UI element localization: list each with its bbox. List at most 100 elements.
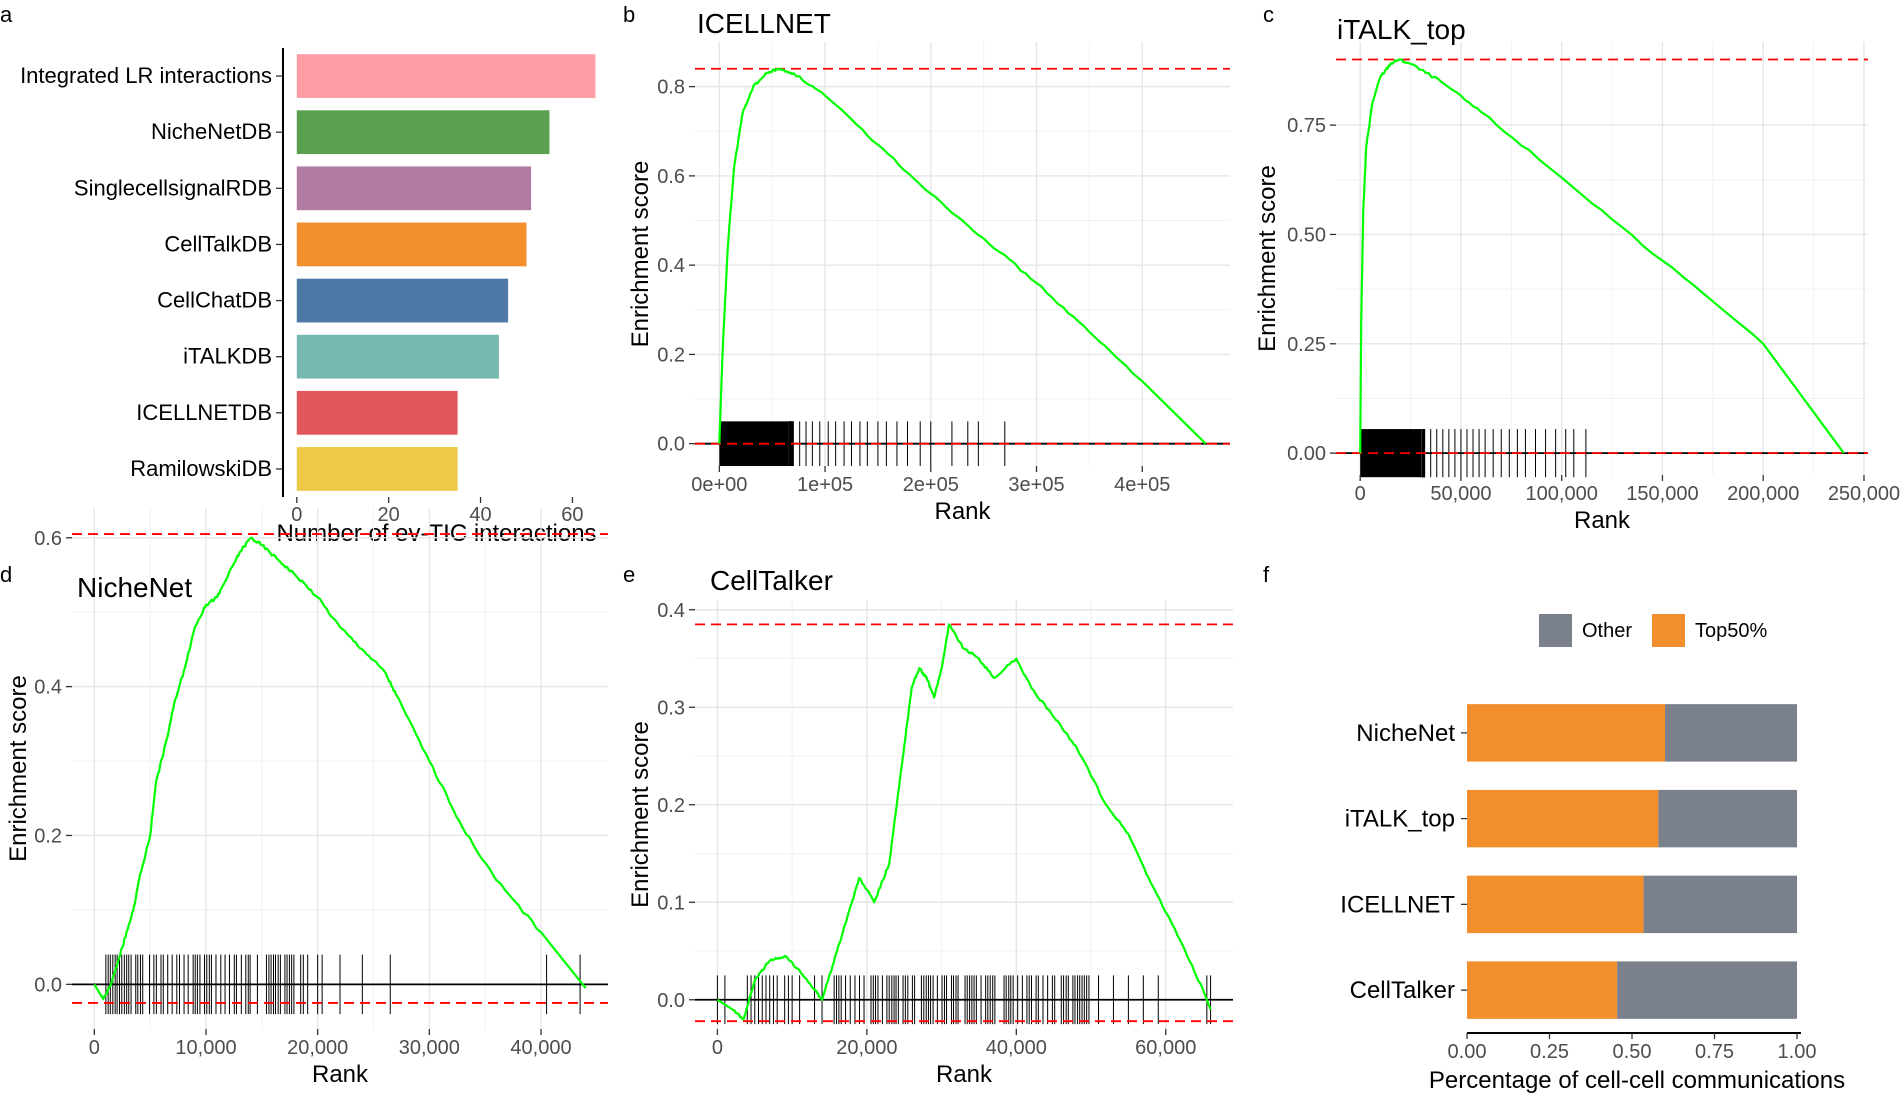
y-tick-label-4: 0.4 <box>657 600 685 622</box>
x-tick-label-2: 0.50 <box>1613 1041 1652 1063</box>
y-axis-title: Enrichment score <box>627 161 654 348</box>
x-tick-label-2: 20,000 <box>287 1037 348 1059</box>
y-axis-title: Enrichment score <box>627 721 654 908</box>
enrichment-curve <box>718 67 1207 445</box>
y-tick-label-0: 0.0 <box>657 434 685 456</box>
bar-2 <box>296 166 532 211</box>
category-label-1: iTALK_top <box>1345 806 1455 833</box>
y-tick-label-2: 0.2 <box>657 795 685 817</box>
x-axis-title: Percentage of cell-cell communications <box>1429 1067 1845 1094</box>
bar-other-1 <box>1658 789 1797 848</box>
bar-6 <box>296 390 458 435</box>
x-tick-label-3: 0.75 <box>1695 1041 1734 1063</box>
x-tick-label-2: 2e+05 <box>903 474 959 496</box>
bar-3 <box>296 222 527 267</box>
bar-top50-1 <box>1467 789 1659 848</box>
x-axis-title: Rank <box>936 1061 993 1088</box>
x-tick-label-0: 0 <box>89 1037 100 1059</box>
y-tick-label-3: 0.75 <box>1287 115 1326 137</box>
panel-label-f: f <box>1263 562 1270 587</box>
y-tick-label-3: 0.6 <box>657 166 685 188</box>
legend-label-1: Top50% <box>1695 620 1767 642</box>
category-label-0: NicheNet <box>1356 720 1455 747</box>
x-tick-label-0: 0e+00 <box>691 474 747 496</box>
x-tick-label-2: 100,000 <box>1526 483 1598 505</box>
bar-top50-0 <box>1467 704 1665 762</box>
panel-f-stacked-bar-chart: NicheNet iTALK_top ICELLNET CellTalker 0.00 0… <box>1340 614 1845 1094</box>
bar-other-2 <box>1643 875 1797 934</box>
x-tick-label-0: 0 <box>1355 483 1366 505</box>
bar-5 <box>296 334 499 379</box>
panel-a-bar-chart: Integrated LR interactions NicheNetDB Sing… <box>20 48 597 547</box>
y-tick-label-2: 0.50 <box>1287 224 1326 246</box>
y-tick-label-2: 0.4 <box>34 677 62 699</box>
x-tick-label-1: 1e+05 <box>797 474 853 496</box>
category-label-3: CellTalker <box>1350 977 1455 1004</box>
y-tick-label-3: 0.3 <box>657 697 685 719</box>
x-tick-label-4: 200,000 <box>1727 483 1799 505</box>
bar-1 <box>296 110 550 155</box>
x-tick-label-3: 150,000 <box>1626 483 1698 505</box>
chart-title: ICELLNET <box>697 8 831 39</box>
legend-swatch-1 <box>1652 614 1685 647</box>
bar-other-3 <box>1617 961 1797 1019</box>
y-tick-label-0: 0.0 <box>657 990 685 1012</box>
x-tick-label-2: 40 <box>469 504 491 526</box>
panel-b-enrichment-plot: 0e+00 1e+05 2e+05 3e+05 4e+05 0.0 0.2 0.4 0.6 0.8… <box>627 8 1230 525</box>
category-label-3: CellTalkDB <box>164 231 272 256</box>
y-tick-label-0: 0.00 <box>1287 443 1326 465</box>
panel-e-enrichment-plot: 0 20,000 40,000 60,000 0.0 0.1 0.2 0.3 0.4 Rank En… <box>627 565 1233 1088</box>
enrichment-curve <box>93 536 587 1001</box>
x-tick-label-5: 250,000 <box>1828 483 1900 505</box>
panel-label-a: a <box>0 2 13 27</box>
chart-title: CellTalker <box>710 565 833 596</box>
x-tick-label-4: 1.00 <box>1778 1041 1817 1063</box>
bar-other-0 <box>1665 704 1797 762</box>
panel-d-enrichment-plot: 0 10,000 20,000 30,000 40,000 0.0 0.2 0.4 0.6 Ran… <box>5 508 608 1088</box>
y-axis-title: Enrichment score <box>5 675 32 862</box>
y-tick-label-0: 0.0 <box>34 974 62 996</box>
enrichment-curve <box>716 623 1212 1021</box>
y-tick-label-4: 0.8 <box>657 77 685 99</box>
category-label-0: Integrated LR interactions <box>20 63 272 88</box>
y-tick-label-1: 0.25 <box>1287 334 1326 356</box>
bar-4 <box>296 278 509 323</box>
x-tick-label-4: 40,000 <box>510 1037 571 1059</box>
category-label-6: ICELLNETDB <box>136 400 272 425</box>
x-tick-label-3: 3e+05 <box>1008 474 1064 496</box>
panel-c-enrichment-plot: 0 50,000 100,000 150,000 200,000 250,000 0.00 0… <box>1254 14 1900 534</box>
x-tick-label-0: 0 <box>291 504 302 526</box>
x-tick-label-1: 0.25 <box>1530 1041 1569 1063</box>
x-axis-title: Rank <box>934 498 991 525</box>
bar-0 <box>296 54 596 98</box>
enrichment-curve <box>1359 58 1845 454</box>
x-axis-title: Rank <box>312 1061 369 1088</box>
y-tick-label-1: 0.1 <box>657 892 685 914</box>
x-tick-label-1: 50,000 <box>1430 483 1491 505</box>
y-tick-label-1: 0.2 <box>657 344 685 366</box>
x-tick-label-3: 60,000 <box>1135 1037 1196 1059</box>
panel-label-d: d <box>0 562 12 587</box>
chart-title: NicheNet <box>77 572 192 603</box>
category-label-2: ICELLNET <box>1340 891 1455 918</box>
legend-swatch-0 <box>1539 614 1572 647</box>
bar-top50-3 <box>1467 961 1618 1019</box>
category-label-7: RamilowskiDB <box>130 456 272 481</box>
category-label-2: SinglecellsignalRDB <box>74 175 272 200</box>
x-tick-label-2: 40,000 <box>986 1037 1047 1059</box>
x-tick-label-1: 20,000 <box>836 1037 897 1059</box>
x-tick-label-0: 0 <box>712 1037 723 1059</box>
x-tick-label-4: 4e+05 <box>1114 474 1170 496</box>
panel-label-c: c <box>1263 2 1274 27</box>
y-axis-title: Enrichment score <box>1254 165 1281 352</box>
x-tick-label-3: 30,000 <box>399 1037 460 1059</box>
x-axis-title: Number of ev-TIC interactions <box>276 520 596 547</box>
panel-label-e: e <box>623 562 635 587</box>
bar-7 <box>296 447 458 491</box>
x-tick-label-1: 20 <box>378 504 400 526</box>
category-label-1: NicheNetDB <box>151 119 272 144</box>
category-label-4: CellChatDB <box>157 288 272 313</box>
category-label-5: iTALKDB <box>183 344 272 369</box>
y-tick-label-3: 0.6 <box>34 528 62 550</box>
